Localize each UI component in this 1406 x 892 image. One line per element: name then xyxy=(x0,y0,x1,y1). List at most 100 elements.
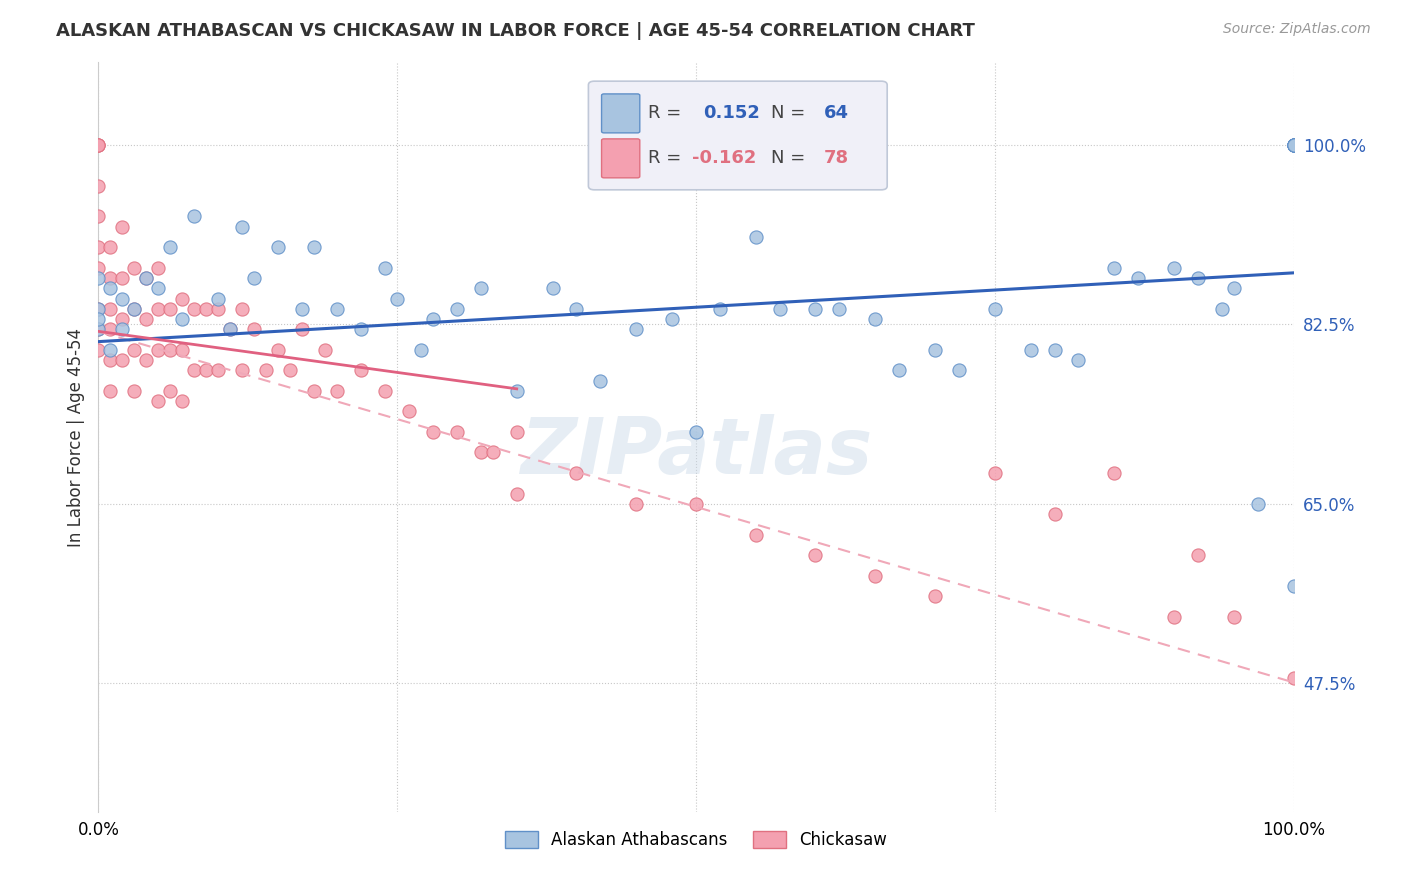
Point xyxy=(159,240,181,254)
Point xyxy=(446,301,468,316)
Point xyxy=(302,240,325,254)
Text: N =: N = xyxy=(772,149,811,168)
Point xyxy=(195,301,218,316)
Point xyxy=(124,301,146,316)
Point xyxy=(98,240,122,254)
Point xyxy=(183,210,205,224)
Point xyxy=(1163,609,1185,624)
Point xyxy=(159,343,181,357)
Point xyxy=(148,260,170,275)
Point xyxy=(326,384,349,398)
Text: ZIPatlas: ZIPatlas xyxy=(520,414,872,490)
Point xyxy=(889,363,911,377)
Point xyxy=(470,445,492,459)
Point xyxy=(135,312,157,326)
Point xyxy=(1282,137,1305,152)
Text: 0.152: 0.152 xyxy=(703,104,761,122)
Point xyxy=(1067,353,1090,368)
Point xyxy=(183,363,205,377)
Point xyxy=(291,301,314,316)
Text: ALASKAN ATHABASCAN VS CHICKASAW IN LABOR FORCE | AGE 45-54 CORRELATION CHART: ALASKAN ATHABASCAN VS CHICKASAW IN LABOR… xyxy=(56,22,976,40)
Point xyxy=(87,240,110,254)
Point xyxy=(124,343,146,357)
Text: R =: R = xyxy=(648,104,688,122)
Point xyxy=(231,301,253,316)
Point xyxy=(267,343,290,357)
Point xyxy=(506,486,529,500)
Point xyxy=(148,394,170,409)
Point xyxy=(291,322,314,336)
Point xyxy=(506,384,529,398)
Point xyxy=(626,497,648,511)
FancyBboxPatch shape xyxy=(602,139,640,178)
Point xyxy=(745,527,768,541)
Point xyxy=(326,301,349,316)
Text: 78: 78 xyxy=(824,149,849,168)
Legend: Alaskan Athabascans, Chickasaw: Alaskan Athabascans, Chickasaw xyxy=(498,824,894,855)
Point xyxy=(87,312,110,326)
Point xyxy=(111,312,134,326)
Point xyxy=(148,301,170,316)
Point xyxy=(111,219,134,234)
Point xyxy=(135,271,157,285)
Text: N =: N = xyxy=(772,104,811,122)
Point xyxy=(1282,579,1305,593)
Point xyxy=(278,363,301,377)
Point xyxy=(804,301,827,316)
Point xyxy=(87,137,110,152)
Point xyxy=(1104,260,1126,275)
Point xyxy=(589,374,612,388)
Point xyxy=(1043,343,1066,357)
Point xyxy=(87,137,110,152)
Point xyxy=(98,301,122,316)
Point xyxy=(385,292,409,306)
Point xyxy=(98,353,122,368)
Point xyxy=(470,281,492,295)
Point xyxy=(446,425,468,439)
Point xyxy=(135,271,157,285)
Point xyxy=(243,271,266,285)
Point xyxy=(195,363,218,377)
Point xyxy=(87,343,110,357)
Point xyxy=(411,343,433,357)
Point xyxy=(661,312,683,326)
Point xyxy=(1211,301,1233,316)
Point xyxy=(1282,137,1305,152)
Point xyxy=(172,312,194,326)
Point xyxy=(219,322,242,336)
Point xyxy=(87,210,110,224)
Point xyxy=(1247,497,1270,511)
Point xyxy=(98,281,122,295)
Point xyxy=(183,301,205,316)
Point xyxy=(87,178,110,193)
Y-axis label: In Labor Force | Age 45-54: In Labor Force | Age 45-54 xyxy=(66,327,84,547)
Point xyxy=(1187,548,1209,562)
Point xyxy=(124,260,146,275)
Point xyxy=(87,322,110,336)
Point xyxy=(98,384,122,398)
Point xyxy=(135,353,157,368)
Point xyxy=(948,363,970,377)
Point xyxy=(87,260,110,275)
Point xyxy=(828,301,851,316)
Point xyxy=(984,301,1007,316)
Point xyxy=(924,589,946,603)
Point xyxy=(1128,271,1150,285)
Point xyxy=(422,425,444,439)
Point xyxy=(685,425,707,439)
Point xyxy=(172,343,194,357)
Point xyxy=(1223,609,1246,624)
Point xyxy=(1223,281,1246,295)
Point xyxy=(111,322,134,336)
Point xyxy=(87,271,110,285)
Point xyxy=(1282,137,1305,152)
Text: 64: 64 xyxy=(824,104,849,122)
Point xyxy=(98,322,122,336)
Point xyxy=(172,394,194,409)
Point xyxy=(374,384,396,398)
Point xyxy=(98,343,122,357)
Point xyxy=(1282,137,1305,152)
Point xyxy=(207,301,229,316)
Point xyxy=(243,322,266,336)
FancyBboxPatch shape xyxy=(589,81,887,190)
